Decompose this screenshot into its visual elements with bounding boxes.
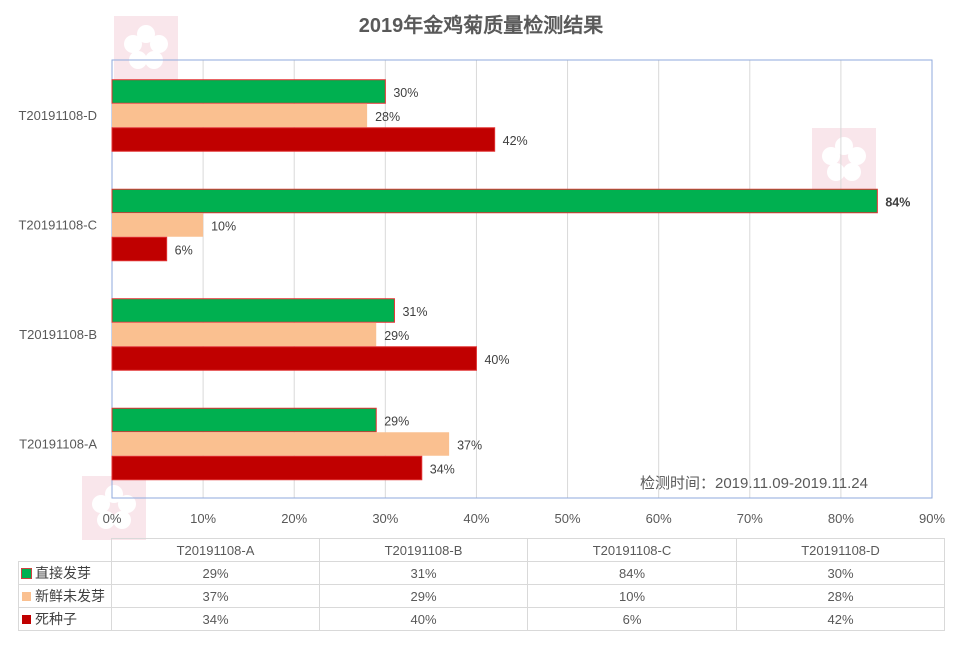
table-cell: 29% xyxy=(111,561,320,585)
category-label: T20191108-C xyxy=(18,217,97,232)
x-tick-label: 10% xyxy=(190,511,216,526)
series-name: 死种子 xyxy=(35,611,77,627)
x-tick-label: 30% xyxy=(372,511,398,526)
table-row: 死种子 34% 40% 6% 42% xyxy=(18,607,945,631)
table-header: T20191108-B xyxy=(319,538,528,562)
bar xyxy=(112,322,377,347)
data-label: 84% xyxy=(885,195,910,209)
data-label: 10% xyxy=(211,219,236,233)
data-label: 42% xyxy=(503,134,528,148)
bar xyxy=(111,346,477,371)
x-tick-label: 0% xyxy=(103,511,122,526)
x-tick-label: 50% xyxy=(555,511,581,526)
table-cell: 30% xyxy=(736,561,945,585)
bar xyxy=(112,103,368,128)
table-cell: 42% xyxy=(736,607,945,631)
bar xyxy=(112,432,450,456)
bar xyxy=(111,455,423,481)
bar xyxy=(111,127,496,152)
bar xyxy=(111,407,377,433)
category-label: T20191108-D xyxy=(18,108,97,123)
data-label: 29% xyxy=(384,329,409,343)
data-label: 31% xyxy=(402,305,427,319)
x-tick-label: 80% xyxy=(828,511,854,526)
plot-area xyxy=(111,59,933,499)
chart-title: 2019年金鸡菊质量检测结果 xyxy=(359,13,604,37)
x-tick-label: 40% xyxy=(463,511,489,526)
table-row: 直接发芽 29% 31% 84% 30% xyxy=(18,561,945,585)
table-cell: 37% xyxy=(111,584,320,608)
detection-time-annotation: 检测时间：2019.11.09-2019.11.24 xyxy=(640,475,868,492)
table-cell: 28% xyxy=(736,584,945,608)
table-cell: 6% xyxy=(527,607,737,631)
table-corner xyxy=(19,539,112,562)
data-label: 37% xyxy=(457,438,482,452)
bar xyxy=(111,188,878,214)
data-label: 34% xyxy=(430,462,455,476)
x-tick-label: 90% xyxy=(919,511,945,526)
data-label: 29% xyxy=(384,414,409,428)
bar xyxy=(112,213,204,237)
data-table: T20191108-A T20191108-B T20191108-C T201… xyxy=(18,538,945,631)
series-name: 直接发芽 xyxy=(35,565,91,581)
bar xyxy=(111,79,386,104)
table-cell: 10% xyxy=(527,584,737,608)
data-label: 40% xyxy=(484,353,509,367)
x-tick-label: 20% xyxy=(281,511,307,526)
x-tick-label: 60% xyxy=(646,511,672,526)
data-label: 6% xyxy=(175,243,193,257)
legend-swatch-red xyxy=(22,615,31,624)
table-cell: 29% xyxy=(319,584,528,608)
bar xyxy=(111,298,395,323)
table-header: T20191108-C xyxy=(527,538,737,562)
x-tick-label: 70% xyxy=(737,511,763,526)
table-cell: 31% xyxy=(319,561,528,585)
legend-swatch-green xyxy=(21,568,32,579)
table-cell: 40% xyxy=(319,607,528,631)
chart: 2019年金鸡菊质量检测结果 29% 37%34% 31% 29% 40% 84% 10% 6… xyxy=(18,13,945,526)
table-cell: 84% xyxy=(527,561,737,585)
table-header: T20191108-A xyxy=(111,538,320,562)
table-header: T20191108-D xyxy=(736,538,945,562)
table-cell: 34% xyxy=(111,607,320,631)
table-row: 新鲜未发芽 37% 29% 10% 28% xyxy=(18,584,945,608)
category-label: T20191108-B xyxy=(19,327,97,342)
data-label: 28% xyxy=(375,110,400,124)
data-label: 30% xyxy=(393,86,418,100)
category-label: T20191108-A xyxy=(19,436,97,451)
bar xyxy=(111,236,168,262)
series-name: 新鲜未发芽 xyxy=(35,588,105,604)
legend-swatch-peach xyxy=(22,592,31,601)
